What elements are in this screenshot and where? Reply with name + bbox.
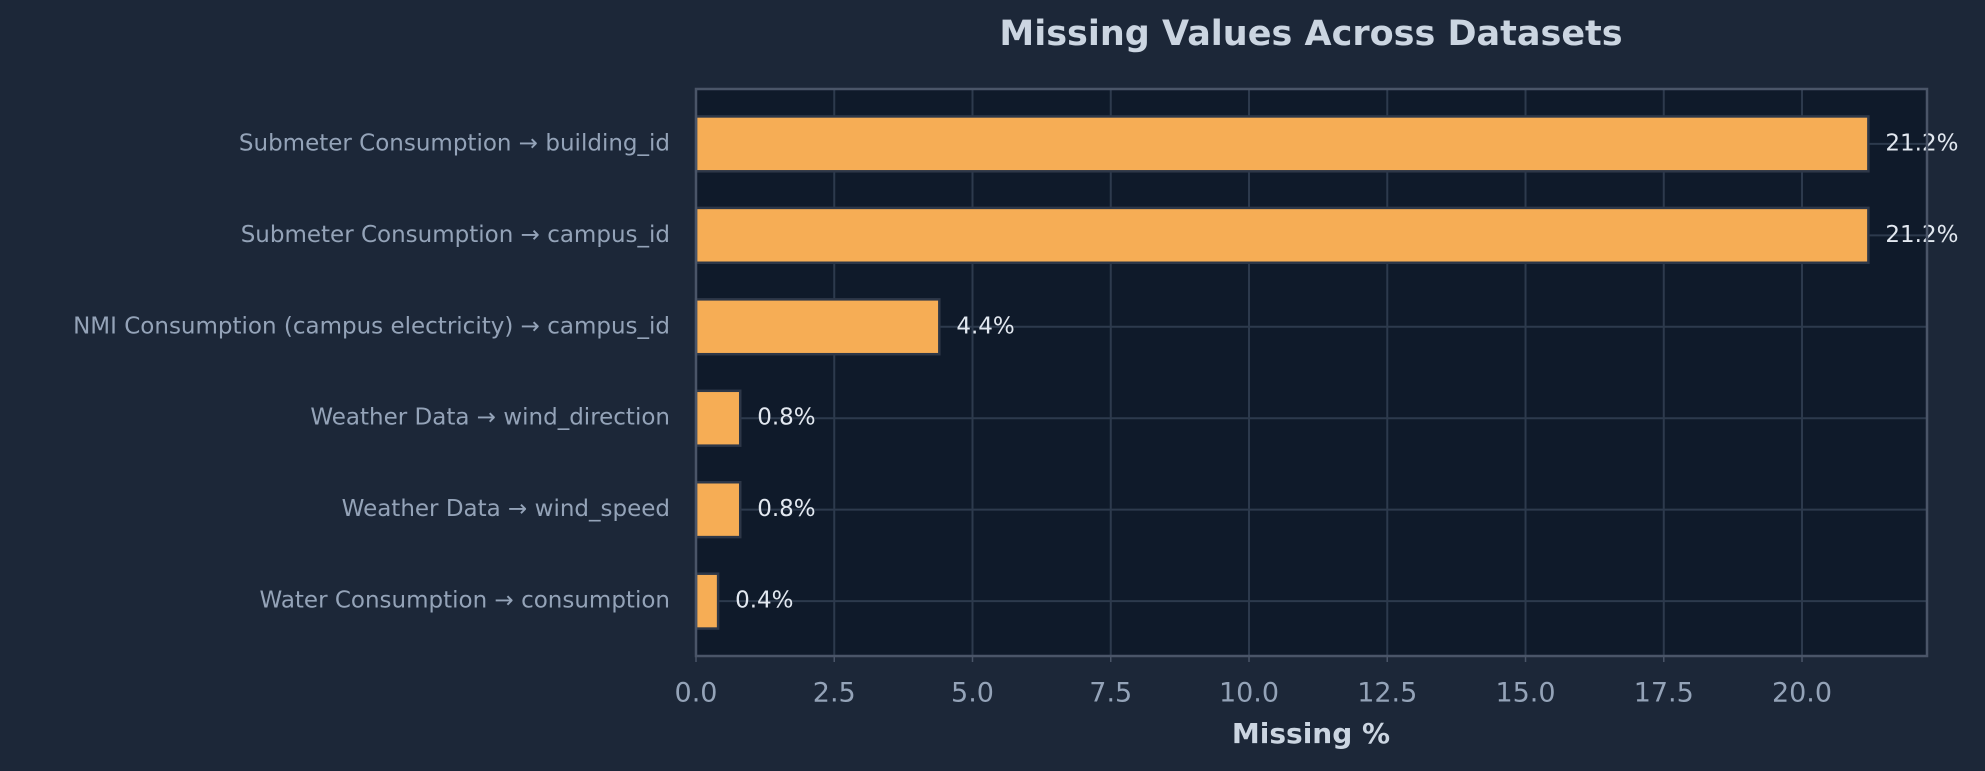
chart-title: Missing Values Across Datasets — [999, 14, 1622, 54]
plot-frame — [694, 87, 1929, 658]
x-axis-label: Missing % — [1232, 717, 1390, 750]
x-tick-label: 15.0 — [1495, 678, 1555, 709]
y-tick-label: Water Consumption → consumption — [260, 588, 670, 614]
value-label: 4.4% — [956, 313, 1014, 339]
y-tick-label: NMI Consumption (campus electricity) → c… — [73, 313, 670, 339]
x-tick-label: 5.0 — [951, 678, 994, 709]
bar — [694, 480, 742, 539]
value-label: 21.2% — [1885, 130, 1958, 156]
x-tick-label: 2.5 — [813, 678, 856, 709]
value-label: 0.4% — [735, 588, 793, 614]
x-tick-label: 10.0 — [1219, 678, 1279, 709]
y-tick-label: Weather Data → wind_direction — [310, 405, 670, 431]
value-label: 0.8% — [757, 405, 815, 431]
y-tick-label: Weather Data → wind_speed — [342, 496, 670, 522]
value-label: 21.2% — [1885, 222, 1958, 248]
bar — [694, 572, 720, 630]
x-tick-label: 0.0 — [675, 678, 718, 709]
x-tick-label: 12.5 — [1357, 678, 1417, 709]
x-tick-label: 20.0 — [1772, 678, 1832, 709]
y-tick-label: Submeter Consumption → campus_id — [241, 222, 670, 248]
x-tick-label: 17.5 — [1634, 678, 1694, 709]
y-tick-label: Submeter Consumption → building_id — [239, 130, 670, 156]
plot-area — [696, 89, 1927, 656]
bar — [694, 298, 941, 356]
x-tick-label: 7.5 — [1089, 678, 1132, 709]
bar — [694, 206, 1870, 265]
value-label: 0.8% — [757, 496, 815, 522]
bar — [694, 115, 1870, 173]
bar — [694, 389, 742, 447]
